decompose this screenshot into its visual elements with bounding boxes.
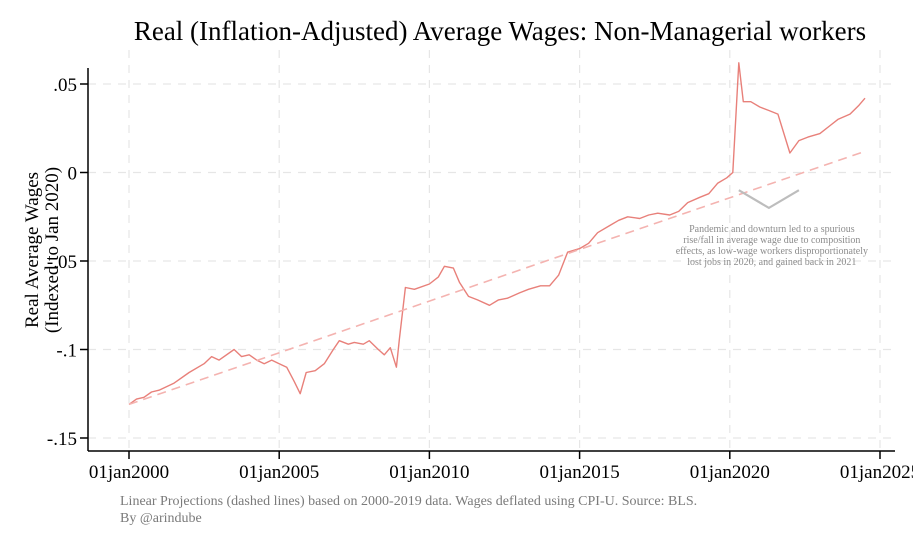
annotation-text-line: rise/fall in average wage due to composi… xyxy=(683,235,860,246)
y-axis-title: Real Average Wages(Indexed to Jan 2020) xyxy=(22,167,63,333)
x-tick-label: 01jan2000 xyxy=(89,462,169,483)
y-axis-title-line2: (Indexed to Jan 2020) xyxy=(42,167,63,333)
y-tick-label: -.05 xyxy=(47,252,77,273)
annotation-text-line: lost jobs in 2020, and gained back in 20… xyxy=(687,257,856,268)
x-tick-label: 01jan2015 xyxy=(539,462,619,483)
annotation-pointer xyxy=(738,189,800,210)
annotation-text-line: effects, as low-wage workers disproporti… xyxy=(676,246,868,257)
annotation-text-line: Pandemic and downturn led to a spurious xyxy=(689,224,855,235)
y-tick-label: 0 xyxy=(68,164,78,185)
y-tick-label: -.15 xyxy=(47,429,77,450)
x-tick-label: 01jan2005 xyxy=(239,462,319,483)
footnote-source: Linear Projections (dashed lines) based … xyxy=(120,494,698,509)
x-tick-label: 01jan2010 xyxy=(389,462,469,483)
y-tick-label: .05 xyxy=(53,75,77,96)
series-line-projection xyxy=(128,150,866,406)
y-tick-label: -.1 xyxy=(56,341,77,362)
series-line-actual xyxy=(128,62,866,405)
footnote-author: By @arindube xyxy=(120,511,202,526)
y-axis-title-line1: Real Average Wages xyxy=(22,172,43,328)
x-tick-label: 01jan2025 xyxy=(840,462,913,483)
x-tick-label: 01jan2020 xyxy=(690,462,770,483)
